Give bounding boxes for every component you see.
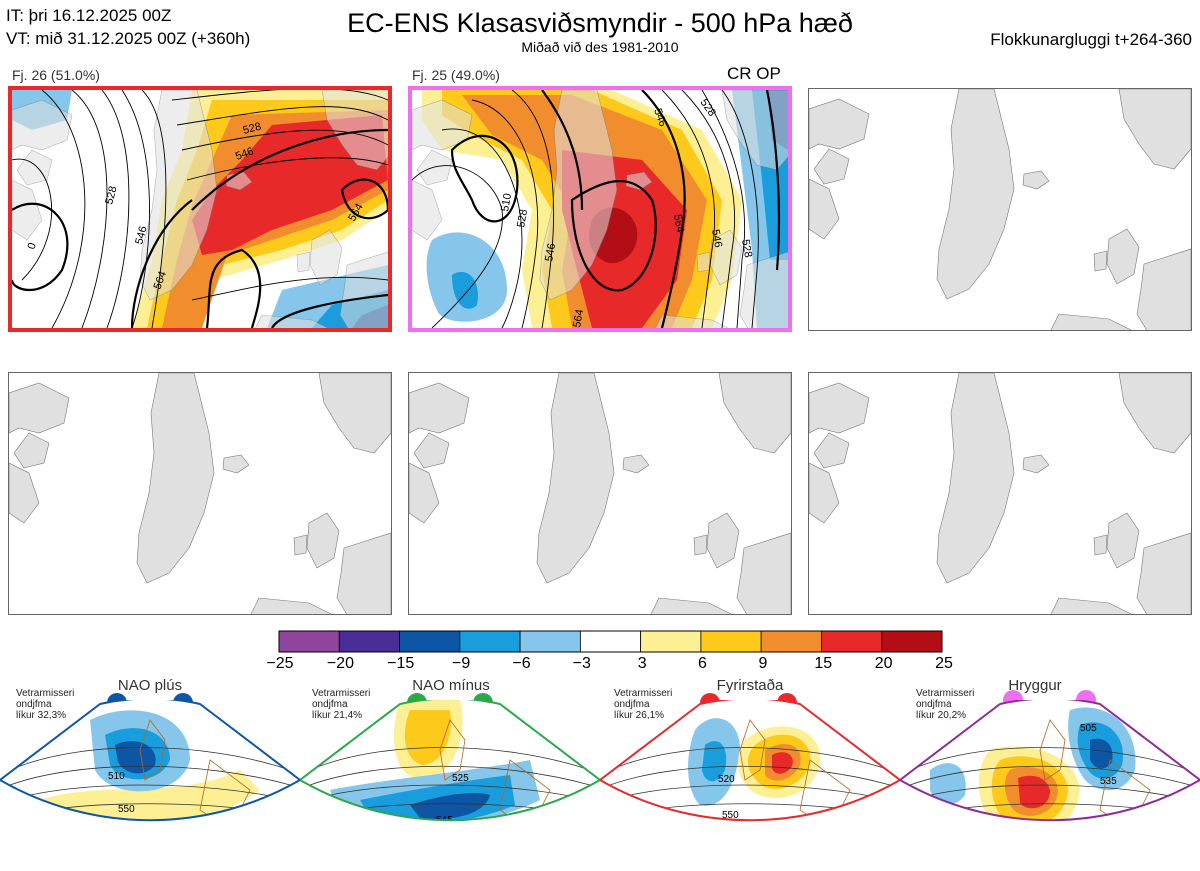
cluster-2-label: Fj. 25 (49.0%) [412, 67, 500, 83]
regime-contour-label: 565 [445, 850, 462, 861]
colorbar-tick: −9 [451, 655, 471, 672]
regime-contour-label: 550 [722, 810, 739, 821]
cluster-1-label: Fj. 26 (51.0%) [12, 67, 100, 83]
colorbar-swatch [700, 630, 762, 653]
cluster-2-contour-label: 564 [571, 308, 586, 328]
cluster-2-contour-label: 546 [543, 242, 558, 262]
cluster-1-contour-label: 528 [103, 185, 119, 206]
regime-contour-label: 550 [118, 804, 135, 815]
cluster-1-contour-label: 528 [242, 121, 263, 137]
colorbar-swatch [760, 630, 822, 653]
colorbar-swatch [519, 630, 581, 653]
colorbar-tick: 3 [637, 655, 647, 672]
cluster-2-contour-label: 528 [739, 238, 754, 258]
colorbar-swatch [821, 630, 883, 653]
colorbar-swatch [640, 630, 702, 653]
colorbar-swatch [399, 630, 461, 653]
regime-nao-plus-note: Vetrarmisseri ondjfma líkur 32,3% [16, 688, 75, 721]
colorbar-labels: −25 −20 −15 −9 −6 −3 3 6 9 15 20 25 [266, 655, 952, 675]
colorbar-swatch [459, 630, 521, 653]
regime-nao-minus-note: Vetrarmisseri ondjfma líkur 21,4% [312, 688, 371, 721]
page-title: EC-ENS Klasasviðsmyndir - 500 hPa hæð [347, 8, 853, 38]
header-info: IT: þri 16.12.2025 00Z VT: mið 31.12.202… [6, 4, 250, 50]
empty-map-panel [8, 372, 392, 615]
regime-nao-plus-map: 510 550 [0, 700, 300, 822]
regime-blocking-title: Fyrirstaða [716, 677, 784, 694]
regime-contour-label: 510 [108, 771, 125, 782]
colorbar-tick: −3 [572, 655, 591, 672]
cluster-1-map: 0 528 546 564 528 564 546 [8, 86, 392, 332]
colorbar-tick: 6 [698, 655, 707, 672]
cluster-1-contour-label: 546 [133, 225, 149, 246]
regime-contour-label: 545 [436, 815, 453, 826]
cluster-2-contour-label: 510 [499, 192, 514, 212]
cluster-2-contour-label: 528 [515, 208, 530, 228]
colorbar-tick: 9 [758, 655, 768, 672]
regime-nao-minus-title: NAO mínus [412, 677, 490, 694]
empty-map-panel [408, 372, 792, 615]
empty-map-panel [808, 372, 1192, 615]
regime-blocking-note: Vetrarmisseri ondjfma líkur 26,1% [614, 688, 673, 721]
regime-nao-minus-map: 525 545 565 [300, 700, 600, 861]
page-subtitle: Miðað við des 1981-2010 [521, 39, 679, 55]
regime-contour-label: 560 [1092, 837, 1109, 848]
cluster-1-contour-label: 0 [26, 241, 39, 251]
cluster-1-contour-label: 564 [152, 270, 170, 291]
empty-map-panel [808, 88, 1192, 331]
regime-contour-label: 505 [1080, 723, 1097, 734]
valid-time: VT: mið 31.12.2025 00Z (+360h) [6, 29, 251, 48]
regime-contour-label: 535 [1100, 776, 1117, 787]
regime-ridge-map: 505 535 560 [900, 700, 1200, 848]
colorbar-swatch [881, 630, 943, 653]
regime-ridge-note: Vetrarmisseri ondjfma líkur 20,2% [916, 688, 975, 721]
cluster-2-map: 546 528 510 528 546 564 546 528 564 [408, 86, 792, 332]
cluster-2-contour-label: 546 [651, 107, 669, 128]
cluster-1-contour-label: 546 [234, 145, 255, 163]
colorbar-swatch [338, 630, 400, 653]
colorbar-tick: −25 [266, 655, 294, 672]
colorbar-tick: 15 [814, 655, 833, 672]
regime-blocking-map: 520 550 560 [600, 700, 900, 843]
colorbar-tick: 25 [935, 655, 953, 672]
colorbar [278, 630, 943, 653]
cluster-2-contour-label: 564 [671, 213, 686, 233]
control-operational-tag: CR OP [727, 64, 781, 83]
regime-contour-label: 560 [736, 832, 753, 843]
regime-ridge-title: Hryggur [1008, 677, 1062, 694]
regime-nao-plus-title: NAO plús [117, 677, 183, 694]
classification-window: Flokkunargluggi t+264-360 [990, 30, 1192, 49]
cluster-2-contour-label: 546 [709, 228, 724, 248]
colorbar-swatch [579, 630, 642, 653]
colorbar-tick: −15 [387, 655, 415, 672]
regime-contour-label: 520 [718, 774, 735, 785]
colorbar-tick: −20 [326, 655, 354, 672]
regime-contour-label: 525 [452, 773, 469, 784]
colorbar-tick: 20 [874, 655, 893, 672]
colorbar-swatch [278, 630, 340, 653]
colorbar-tick: −6 [512, 655, 531, 672]
initial-time: IT: þri 16.12.2025 00Z [6, 6, 172, 25]
